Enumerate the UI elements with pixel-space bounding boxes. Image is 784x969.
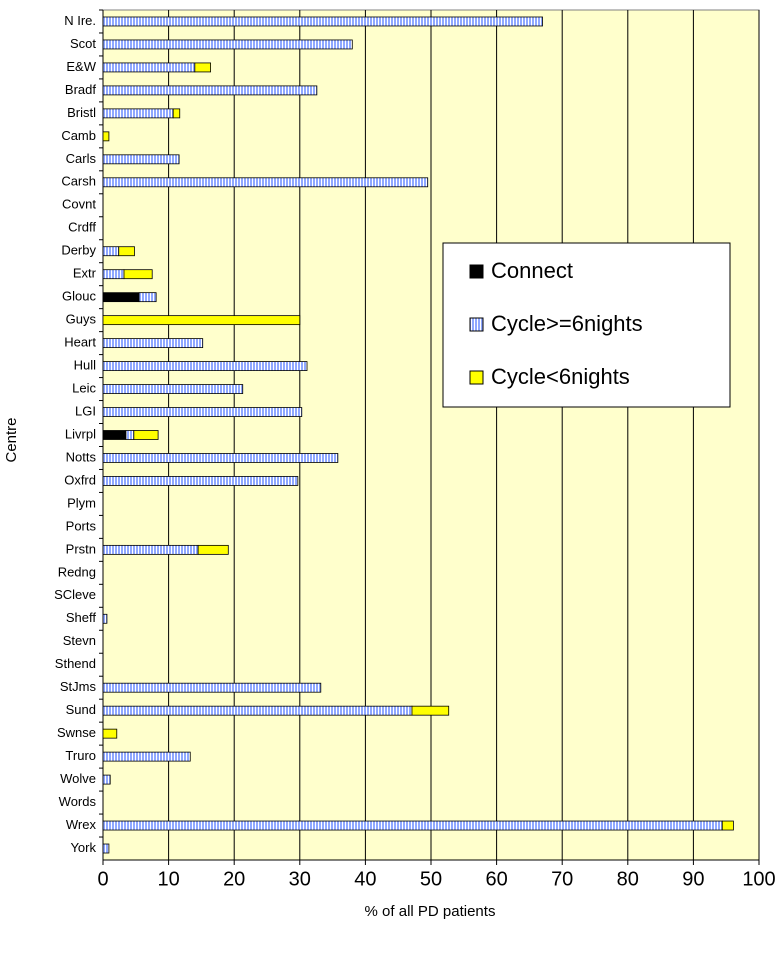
y-tick-label: Ports [66, 518, 97, 533]
y-tick-label: Covnt [62, 197, 96, 212]
y-tick-label: Oxfrd [64, 472, 96, 487]
y-tick-label: Prstn [66, 541, 96, 556]
y-tick-label: Camb [61, 128, 96, 143]
legend-box [442, 242, 731, 408]
legend-swatch [469, 264, 484, 279]
bar-segment [102, 361, 308, 371]
legend-label: Cycle>=6nights [491, 311, 643, 336]
bar-segment [102, 108, 174, 119]
x-axis-title: % of all PD patients [365, 903, 496, 920]
bar-segment [102, 613, 108, 624]
y-tick-label: Wolve [60, 771, 96, 786]
x-tick-label: 40 [354, 868, 376, 890]
y-tick-label: Leic [72, 380, 96, 395]
y-tick-label: Sund [66, 702, 96, 717]
x-tick-label: 30 [289, 868, 311, 890]
y-tick-label: Truro [65, 748, 96, 763]
bar-segment [123, 269, 153, 280]
bar-segment [102, 453, 339, 463]
y-tick-label: Stevn [63, 633, 96, 648]
bar-segment [197, 544, 229, 555]
y-tick-label: Carsh [61, 174, 96, 189]
legend-swatch [469, 317, 484, 332]
x-tick-label: 90 [682, 868, 704, 890]
bar-segment [102, 682, 322, 693]
bar-segment [102, 131, 110, 142]
bar-segment [102, 544, 199, 555]
y-tick-label: Sthend [55, 656, 96, 671]
bar-segment [102, 430, 127, 440]
bar-segment [102, 728, 118, 739]
y-tick-label: E&W [66, 59, 96, 74]
bar-segment [102, 315, 301, 326]
y-tick-label: Notts [66, 449, 97, 464]
y-tick-label: N Ire. [64, 13, 96, 28]
y-tick-label: Derby [61, 243, 96, 258]
y-tick-label: Plym [67, 495, 96, 510]
y-tick-label: York [70, 840, 96, 855]
y-tick-label: LGI [75, 403, 96, 418]
bar-segment [102, 338, 204, 349]
y-tick-label: Swnse [57, 725, 96, 740]
bar-segment [102, 39, 353, 50]
bar-segment [102, 751, 191, 762]
x-tick-label: 60 [485, 868, 507, 890]
legend-label: Cycle<6nights [491, 364, 630, 389]
bar-segment [102, 85, 318, 96]
bar-segment [102, 177, 429, 188]
x-tick-label: 50 [420, 868, 442, 890]
bar-segment [118, 246, 135, 257]
legend-label: Connect [491, 258, 573, 283]
x-tick-label: 70 [551, 868, 573, 890]
bar-segment [102, 705, 413, 716]
y-tick-label: Scot [70, 36, 96, 51]
y-tick-label: Bristl [67, 105, 96, 120]
y-tick-label: Livrpl [65, 426, 96, 441]
y-tick-label: Heart [64, 335, 96, 350]
x-tick-label: 0 [97, 868, 108, 890]
x-tick-label: 80 [617, 868, 639, 890]
y-tick-label: Glouc [62, 289, 96, 304]
x-tick-label: 100 [742, 868, 775, 890]
bar-segment [102, 62, 196, 73]
y-tick-label: Sheff [66, 610, 97, 625]
bar-segment [102, 476, 299, 486]
bar-segment [102, 774, 111, 785]
bar-segment [102, 407, 303, 417]
y-tick-label: Crdff [68, 220, 96, 235]
bar-segment [102, 16, 543, 27]
y-tick-label: StJms [60, 679, 97, 694]
y-tick-label: Extr [73, 266, 97, 281]
y-tick-label: Hull [74, 358, 97, 373]
x-tick-label: 10 [157, 868, 179, 890]
y-tick-label: Words [59, 794, 97, 809]
bar-segment [102, 154, 180, 165]
bar-segment [172, 108, 181, 119]
x-tick-label: 20 [223, 868, 245, 890]
y-axis-title: Centre [3, 417, 20, 462]
y-tick-label: Carls [66, 151, 97, 166]
bar-segment [102, 843, 110, 854]
bar-segment [102, 820, 723, 831]
bar-segment [138, 292, 157, 303]
bar-segment [411, 705, 450, 716]
bar-segment [194, 62, 211, 73]
bar-segment [102, 246, 120, 257]
y-tick-label: Wrex [66, 817, 97, 832]
bar-segment [102, 269, 125, 280]
bar-segment [102, 384, 244, 394]
bar-segment [102, 292, 140, 303]
y-tick-label: Redng [58, 564, 96, 579]
bar-segment [125, 430, 135, 440]
bar-segment [721, 820, 734, 831]
y-tick-label: Guys [66, 312, 97, 327]
legend-swatch [469, 370, 484, 385]
y-tick-label: Bradf [65, 82, 96, 97]
bar-segment [133, 430, 159, 440]
y-tick-label: SCleve [54, 587, 96, 602]
